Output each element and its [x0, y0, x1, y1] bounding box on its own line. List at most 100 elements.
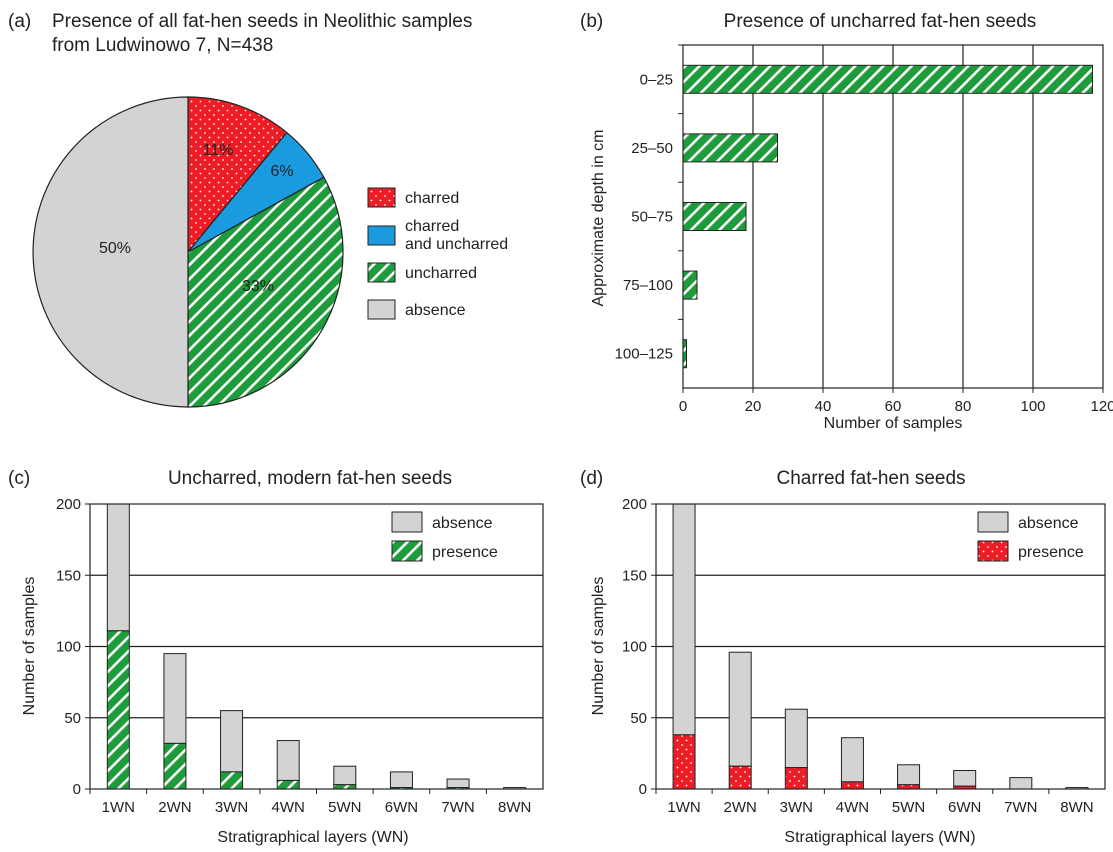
- panel-c-x-tick-label: 6WN: [385, 799, 418, 816]
- panel-c-bar-presence: [106, 630, 130, 790]
- panel-a-letter: (a): [8, 11, 31, 32]
- panel-c-x-tick-label: 1WN: [102, 799, 135, 816]
- pie-labels: 11% 6% 33% 50%: [99, 142, 294, 295]
- panel-c-title: Uncharred, modern fat-hen seeds: [168, 468, 452, 489]
- panel-b-y-tick-label: 0–25: [640, 71, 673, 88]
- panel-c-x-tick-label: 4WN: [272, 799, 305, 816]
- panel-d-bars: [672, 503, 1089, 790]
- panel-a-title-2: from Ludwinowo 7, N=438: [52, 35, 273, 56]
- panel-c-legend: absence presence: [391, 511, 498, 562]
- panel-c-x-tick-label: 3WN: [215, 799, 248, 816]
- panel-d-x-label: Stratigraphical layers (WN): [784, 829, 975, 846]
- panel-c-bar-presence: [333, 784, 357, 790]
- panel-c-bar-absence: [389, 771, 413, 789]
- panel-d-bar-absence: [953, 769, 977, 787]
- panel-c-frame: [89, 503, 544, 790]
- panel-d-x-tick-label: 6WN: [948, 799, 981, 816]
- panel-d-y-tick-label: 0: [639, 781, 647, 798]
- panel-b-bar: [682, 133, 778, 163]
- panel-d-bar-absence: [672, 503, 696, 736]
- panel-b-x-tick-label: 120: [1090, 398, 1113, 415]
- panel-d-x-tick-label: 5WN: [892, 799, 925, 816]
- panel-d-x-tick-label: 7WN: [1004, 799, 1037, 816]
- panel-b-x-tick-label: 60: [885, 398, 902, 415]
- pie-slice-uncharred: [187, 176, 344, 408]
- panel-c-y-tick-label: 200: [56, 496, 81, 513]
- legend-swatch-both: [367, 225, 396, 246]
- panel-b-y-ticks: 0–25 25–50 50–75 75–100 100–125: [615, 44, 683, 363]
- panel-b-y-label: Approximate depth in cm: [590, 130, 607, 307]
- legend-label-uncharred: uncharred: [405, 265, 477, 282]
- panel-d-bar-presence: [784, 767, 808, 790]
- panel-d-legend-label-absence: absence: [1018, 515, 1079, 532]
- panel-c-y-tick-label: 100: [56, 639, 81, 656]
- panel-c-y-ticks: 0 50 100 150 200: [56, 496, 90, 798]
- panel-d-bar-absence: [897, 764, 921, 786]
- panel-a: (a) Presence of all fat-hen seeds in Neo…: [8, 11, 508, 408]
- pie-legend: charred charred and uncharred uncharred …: [367, 187, 508, 320]
- pie-slices: [32, 96, 344, 408]
- panel-d-y-tick-label: 200: [622, 496, 647, 513]
- panel-d-y-tick-label: 100: [622, 639, 647, 656]
- panel-d-y-ticks: 0 50 100 150 200: [622, 496, 656, 798]
- panel-b-letter: (b): [580, 11, 603, 32]
- panel-d-bar-absence: [840, 737, 864, 783]
- panel-d-legend-label-presence: presence: [1018, 544, 1084, 561]
- panel-c-legend-swatch-absence: [391, 511, 423, 533]
- panel-d-x-tick-label: 4WN: [836, 799, 869, 816]
- panel-b-x-label: Number of samples: [824, 415, 963, 432]
- panel-d-letter: (d): [580, 468, 603, 489]
- legend-label-both-line2: and uncharred: [405, 236, 508, 253]
- pie-label-uncharred: 33%: [242, 278, 274, 295]
- panel-c-bar-presence: [220, 771, 244, 790]
- panel-d-bar-absence: [784, 708, 808, 769]
- pie-slice-absence: [32, 96, 189, 408]
- panel-d-y-tick-label: 150: [622, 567, 647, 584]
- legend-label-both-line1: charred: [405, 218, 459, 235]
- panel-c-x-tick-label: 8WN: [498, 799, 531, 816]
- panel-d-x-ticks: 1WN 2WN 3WN 4WN 5WN 6WN 7WN 8WN: [655, 789, 1094, 816]
- panel-c-x-ticks: 1WN 2WN 3WN 4WN 5WN 6WN 7WN 8WN: [89, 789, 531, 816]
- pie-label-charred-and-uncharred: 6%: [270, 163, 293, 180]
- panel-b-y-tick-label: 75–100: [623, 277, 673, 294]
- panel-b-x-tick-label: 0: [679, 398, 687, 415]
- legend-label-charred: charred: [405, 190, 459, 207]
- panel-d-y-label: Number of samples: [590, 577, 607, 716]
- panel-b-bar: [682, 64, 1093, 94]
- panel-c-legend-swatch-presence: [391, 540, 423, 562]
- panel-c: (c) Uncharred, modern fat-hen seeds 0 50 1…: [8, 468, 544, 846]
- panel-c-legend-label-absence: absence: [432, 515, 493, 532]
- panel-c-bars: [106, 503, 527, 790]
- panel-d-bar-presence: [672, 734, 696, 790]
- panel-b-gridlines: [752, 45, 1034, 388]
- panel-d-legend-swatch-presence: [977, 540, 1009, 562]
- panel-d-y-tick-label: 50: [630, 710, 647, 727]
- panel-d-legend: absence presence: [977, 511, 1084, 562]
- panel-b-bar: [682, 202, 747, 231]
- panel-c-x-tick-label: 7WN: [441, 799, 474, 816]
- panel-b-x-tick-label: 40: [815, 398, 832, 415]
- panel-b: (b) Presence of uncharred fat-hen seeds …: [580, 11, 1113, 432]
- panel-b-title: Presence of uncharred fat-hen seeds: [724, 11, 1037, 32]
- panel-d-bar-presence: [897, 784, 921, 790]
- panel-c-y-tick-label: 150: [56, 567, 81, 584]
- panel-d-bar-presence: [840, 781, 864, 790]
- panel-b-x-tick-label: 100: [1020, 398, 1045, 415]
- panel-d-legend-swatch-absence: [977, 511, 1009, 533]
- panel-b-y-tick-label: 100–125: [615, 346, 673, 363]
- pie-label-charred: 11%: [203, 142, 234, 159]
- panel-c-letter: (c): [8, 468, 30, 489]
- panel-b-frame: [682, 44, 1104, 389]
- panel-c-x-tick-label: 5WN: [328, 799, 361, 816]
- panel-b-y-tick-label: 50–75: [631, 209, 673, 226]
- panel-b-x-tick-label: 80: [955, 398, 972, 415]
- panel-d-x-tick-label: 2WN: [724, 799, 757, 816]
- panel-c-y-tick-label: 50: [64, 710, 81, 727]
- panel-b-y-tick-label: 25–50: [631, 140, 673, 157]
- panel-b-x-tick-label: 20: [745, 398, 762, 415]
- panel-c-bar-absence: [220, 710, 244, 773]
- panel-c-bar-absence: [276, 740, 300, 781]
- panel-d-x-tick-label: 8WN: [1060, 799, 1093, 816]
- panel-d-x-tick-label: 1WN: [667, 799, 700, 816]
- legend-swatch-uncharred: [367, 262, 396, 283]
